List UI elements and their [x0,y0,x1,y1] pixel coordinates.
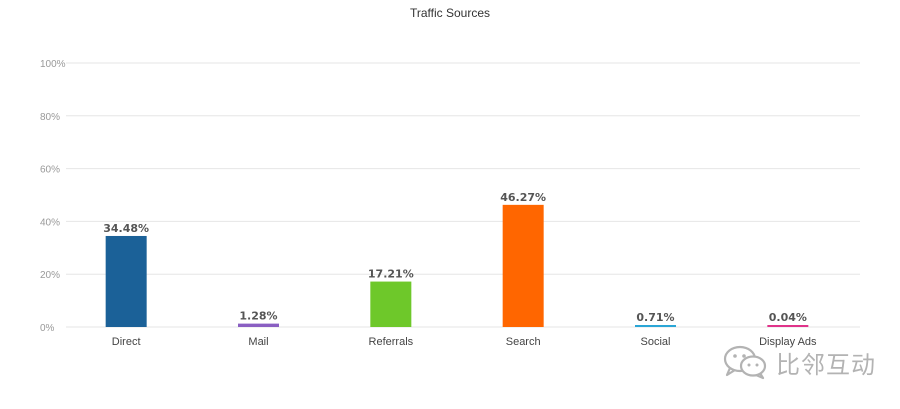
bar-referrals [370,281,412,327]
x-tick-label: Search [506,336,541,348]
data-label: 17.21% [368,268,414,281]
x-tick-label: Social [641,336,671,348]
y-tick-label: 40% [40,217,60,228]
wechat-icon [723,345,767,380]
chart-title: Traffic Sources [409,6,491,20]
y-tick-label: 100% [40,59,66,70]
data-label: 1.28% [239,310,277,323]
watermark: 比邻互动 [722,344,876,380]
watermark-text: 比邻互动 [776,350,876,379]
x-tick-label: Mail [248,336,268,348]
data-label: 0.71% [636,311,674,324]
y-tick-label: 80% [40,112,60,123]
x-tick-label: Direct [112,336,141,348]
bar-direct [105,235,147,327]
y-tick-label: 0% [40,323,55,334]
data-label: 34.48% [103,222,149,235]
data-label: 0.04% [769,311,807,324]
y-tick-label: 60% [40,165,60,176]
x-tick-label: Display Ads [759,336,817,348]
data-label: 46.27% [500,191,546,204]
bar-social [635,325,676,327]
bar-mail [238,323,279,327]
bar-search [502,204,544,327]
y-tick-label: 20% [40,270,60,281]
bar-display-ads [767,325,809,327]
x-tick-label: Referrals [369,336,414,348]
